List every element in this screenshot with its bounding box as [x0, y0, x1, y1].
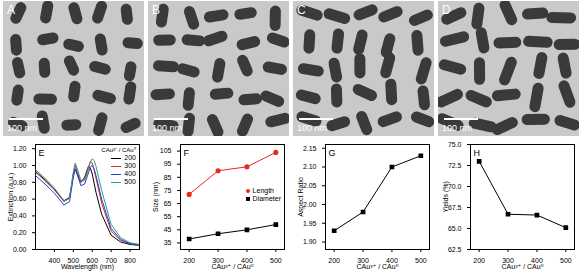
- svg-text:55: 55: [164, 213, 172, 220]
- svg-text:600: 600: [86, 257, 99, 265]
- svg-text:100 nm: 100 nm: [152, 123, 182, 133]
- svg-text:95: 95: [164, 160, 172, 167]
- svg-text:1.95: 1.95: [303, 219, 317, 226]
- svg-text:0.20: 0.20: [13, 229, 27, 236]
- html-text:300: 300: [124, 162, 136, 169]
- svg-text:72.5: 72.5: [448, 162, 462, 169]
- svg-text:F: F: [184, 148, 190, 158]
- svg-text:400: 400: [531, 257, 543, 265]
- html-text:200: 200: [124, 154, 136, 161]
- svg-text:C: C: [297, 3, 306, 17]
- svg-text:2.10: 2.10: [303, 163, 317, 170]
- svg-text:100 nm: 100 nm: [297, 123, 327, 133]
- svg-text:200: 200: [183, 257, 195, 264]
- svg-text:D: D: [442, 3, 451, 17]
- svg-text:0.80: 0.80: [13, 179, 27, 186]
- svg-text:0.40: 0.40: [13, 212, 27, 219]
- svg-text:CAu³⁺ / CAu⁰: CAu³⁺ / CAu⁰: [502, 263, 544, 270]
- svg-text:B: B: [152, 3, 160, 17]
- svg-text:E: E: [39, 148, 45, 158]
- svg-text:H: H: [474, 148, 481, 158]
- svg-text:Yields (%): Yields (%): [442, 181, 450, 213]
- svg-text:35: 35: [164, 239, 172, 246]
- svg-text:1.20: 1.20: [13, 145, 27, 152]
- svg-text:70.0: 70.0: [448, 183, 462, 190]
- svg-text:45: 45: [164, 226, 172, 233]
- svg-text:800: 800: [124, 257, 136, 264]
- svg-text:500: 500: [67, 257, 80, 265]
- svg-text:CAu³⁺ / CAu⁰: CAu³⁺ / CAu⁰: [212, 263, 254, 270]
- svg-text:400: 400: [241, 257, 253, 265]
- svg-text:65: 65: [164, 200, 172, 207]
- svg-text:105: 105: [160, 147, 172, 154]
- svg-text:500: 500: [560, 257, 572, 264]
- svg-text:300: 300: [212, 257, 224, 265]
- svg-text:Wavelength (nm): Wavelength (nm): [61, 263, 114, 271]
- html-text:Length: Length: [252, 187, 274, 194]
- svg-text:85: 85: [164, 174, 172, 181]
- svg-text:G: G: [329, 148, 336, 158]
- svg-text:1.90: 1.90: [303, 238, 317, 245]
- svg-text:Aspect Ratio: Aspect Ratio: [297, 177, 305, 217]
- svg-text:75.0: 75.0: [448, 141, 462, 148]
- svg-text:CAu³⁺ / CAu⁰: CAu³⁺ / CAu⁰: [357, 263, 399, 270]
- svg-text:A: A: [7, 3, 15, 17]
- svg-text:0.00: 0.00: [13, 246, 27, 253]
- svg-text:0.60: 0.60: [13, 195, 27, 202]
- svg-text:Extinction (a.u.): Extinction (a.u.): [7, 173, 15, 222]
- svg-text:2.00: 2.00: [303, 201, 317, 208]
- html-text:Diameter: Diameter: [252, 195, 281, 202]
- svg-text:65.0: 65.0: [448, 225, 462, 232]
- svg-text:100 nm: 100 nm: [442, 123, 472, 133]
- svg-text:200: 200: [473, 257, 485, 264]
- svg-text:2.05: 2.05: [303, 182, 317, 189]
- svg-text:400: 400: [386, 257, 398, 265]
- html-text:CAu³⁺ / CAu⁰: CAu³⁺ / CAu⁰: [101, 147, 136, 153]
- svg-text:400: 400: [49, 257, 61, 264]
- svg-text:62.5: 62.5: [448, 246, 462, 253]
- svg-text:100 nm: 100 nm: [7, 123, 37, 133]
- svg-text:200: 200: [328, 257, 340, 264]
- svg-text:300: 300: [357, 257, 369, 265]
- svg-text:2.15: 2.15: [303, 144, 317, 151]
- html-text:500: 500: [124, 178, 136, 185]
- svg-text:75: 75: [164, 187, 172, 194]
- svg-text:Size (nm): Size (nm): [152, 182, 160, 212]
- svg-text:67.5: 67.5: [448, 204, 462, 211]
- html-text:400: 400: [124, 170, 136, 177]
- svg-text:500: 500: [415, 257, 427, 264]
- svg-text:1.00: 1.00: [13, 162, 27, 169]
- svg-text:300: 300: [502, 257, 514, 265]
- svg-text:700: 700: [105, 257, 117, 265]
- svg-text:500: 500: [270, 257, 282, 264]
